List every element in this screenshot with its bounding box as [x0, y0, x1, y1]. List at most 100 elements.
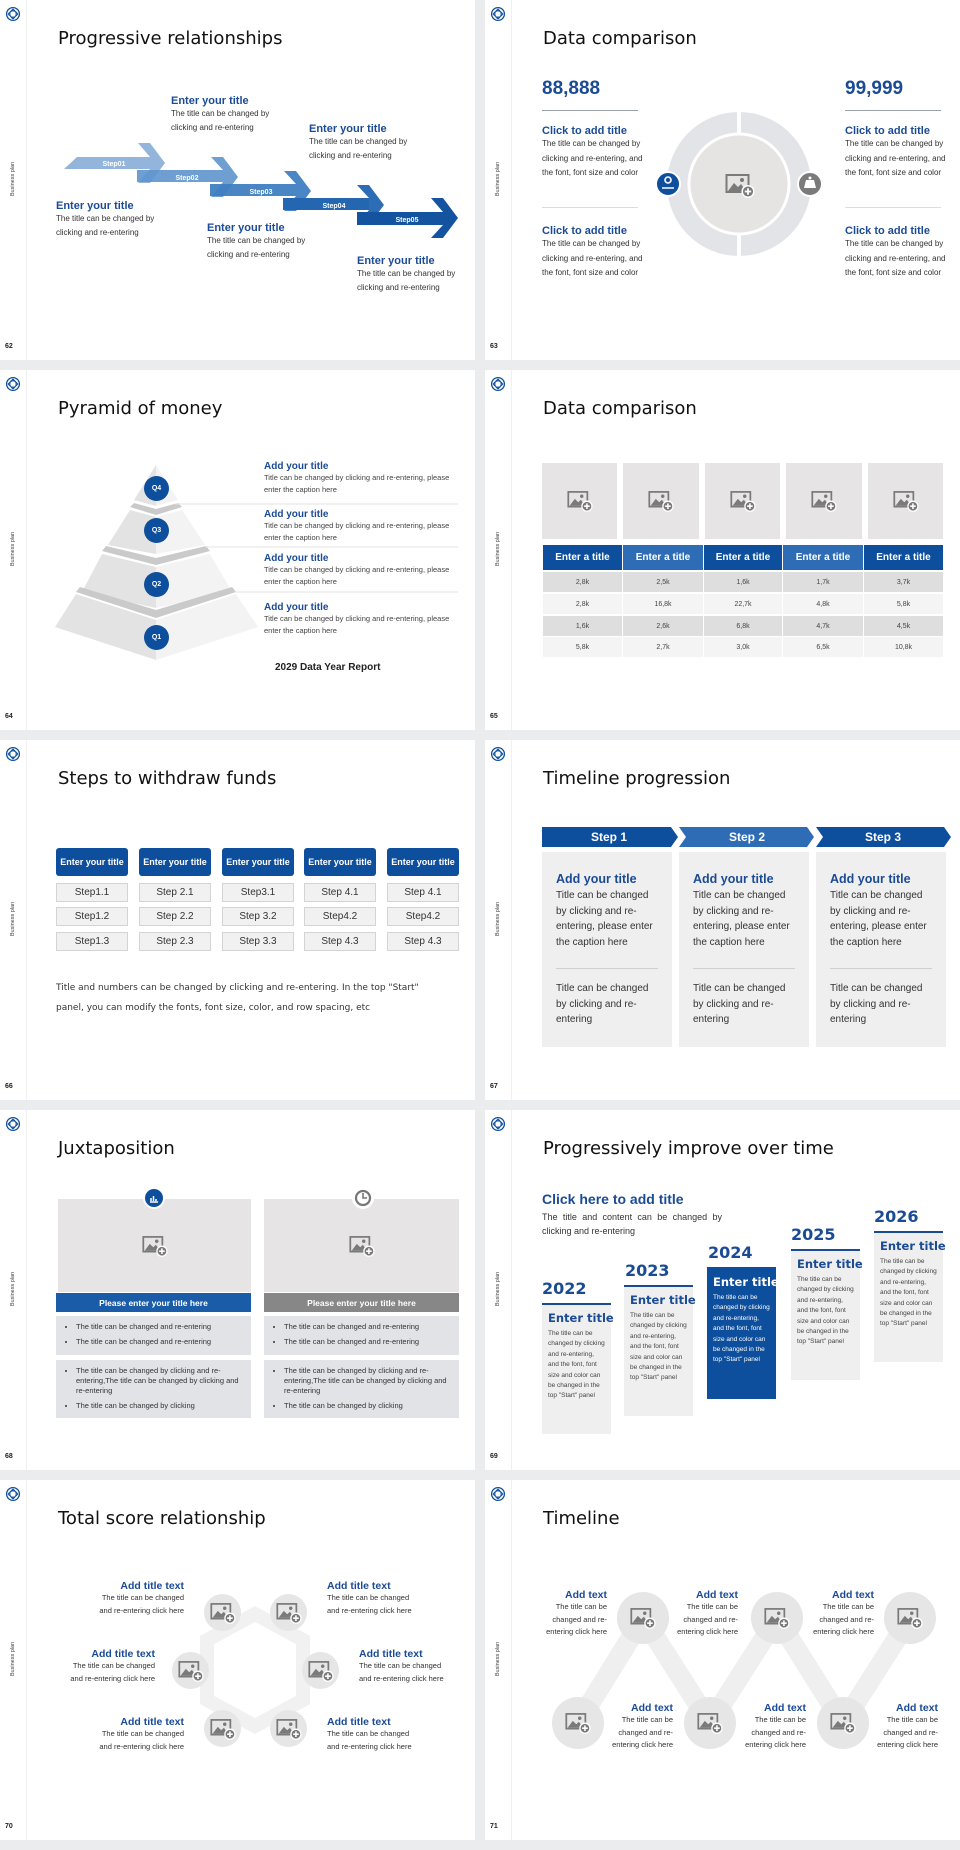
step-box[interactable]: Step3.1	[222, 883, 294, 902]
block-desc: Title can be changed by clicking and re-…	[264, 565, 450, 586]
slide-total-score-relationship[interactable]: Business plan 70 Total score relationshi…	[0, 1480, 475, 1840]
image-placeholder[interactable]	[204, 1594, 241, 1631]
card-title: Add your title	[556, 872, 637, 886]
image-placeholder-icon	[210, 1602, 236, 1624]
side-label: Business plan	[495, 161, 501, 197]
slide-timeline[interactable]: Business plan 71 Timeline Add text The ti…	[485, 1480, 960, 1840]
image-placeholder[interactable]	[705, 463, 780, 539]
column-header[interactable]: Enter your title	[56, 848, 128, 876]
image-placeholder-icon	[567, 490, 593, 512]
image-placeholder[interactable]	[786, 463, 862, 539]
slide-juxtaposition[interactable]: Business plan 68 Juxtaposition Please en…	[0, 1110, 475, 1470]
block-title: Add your title	[264, 509, 329, 520]
text-block[interactable]: Click to add title The title can be chang…	[845, 225, 955, 281]
slide-steps-to-withdraw-funds[interactable]: Business plan 66 Steps to withdraw funds…	[0, 740, 475, 1100]
step-box[interactable]: Step1.3	[56, 932, 128, 951]
text-block[interactable]: Add text The title can be changed and re-…	[537, 1589, 607, 1639]
text-block[interactable]: Add title text The title can be changed a…	[88, 1580, 184, 1617]
slide-title: Timeline progression	[543, 768, 731, 789]
image-placeholder[interactable]	[751, 1592, 803, 1644]
step-card[interactable]: Add your title Title can be changed by cl…	[542, 852, 672, 1047]
column-header[interactable]: Enter your title	[139, 848, 211, 876]
text-block[interactable]: Click to add title The title can be chang…	[542, 225, 652, 281]
step-box[interactable]: Step4.2	[387, 907, 459, 926]
text-block[interactable]: Add text The title can be changed and re-…	[668, 1589, 738, 1639]
step-box[interactable]: Step1.1	[56, 883, 128, 902]
text-block[interactable]: Add your title Title can be changed by cl…	[264, 461, 464, 495]
bullet-item: The title can be changed and re-entering	[76, 1322, 243, 1332]
year-card[interactable]: Enter title The title can be changed by c…	[542, 1303, 614, 1434]
step-box[interactable]: Step 4.3	[387, 932, 459, 951]
image-placeholder[interactable]	[617, 1592, 669, 1644]
year-card[interactable]: Enter title The title can be changed by c…	[624, 1285, 696, 1416]
text-block[interactable]: Click to add title The title can be chang…	[542, 125, 652, 181]
year-card[interactable]: Enter title The title can be changed by c…	[874, 1231, 946, 1362]
text-block[interactable]: Add your title Title can be changed by cl…	[264, 509, 464, 543]
step-box[interactable]: Step 2.1	[139, 883, 211, 902]
page-number: 67	[490, 1083, 498, 1090]
step-box[interactable]: Step 4.1	[304, 883, 376, 902]
text-block[interactable]: Enter your title The title can be changed…	[171, 95, 283, 135]
text-block[interactable]: Add title text The title can be changed a…	[59, 1648, 155, 1685]
slide-data-comparison-circle[interactable]: Business plan 63 Data comparison 88,888 …	[485, 0, 960, 360]
step-box[interactable]: Step 3.3	[222, 932, 294, 951]
block-title: Add title text	[120, 1716, 184, 1728]
image-placeholder[interactable]	[270, 1594, 307, 1631]
text-block[interactable]: Add text The title can be changed and re-…	[603, 1702, 673, 1752]
image-placeholder[interactable]	[172, 1652, 209, 1689]
step-arrow-1	[64, 143, 165, 183]
text-block[interactable]: Enter your title The title can be changed…	[309, 123, 421, 163]
image-placeholder[interactable]	[552, 1697, 604, 1749]
image-placeholder[interactable]	[868, 463, 943, 539]
text-block[interactable]: Enter your title The title can be changed…	[56, 200, 168, 240]
text-block[interactable]: Add text The title can be changed and re-…	[736, 1702, 806, 1752]
text-block[interactable]: Add title text The title can be changed a…	[88, 1716, 184, 1753]
pyramid-level-1	[55, 594, 258, 660]
block-desc: The title can be changed and re-entering…	[327, 1729, 412, 1751]
image-placeholder[interactable]	[884, 1592, 936, 1644]
image-placeholder[interactable]	[542, 463, 617, 539]
slide-timeline-progression[interactable]: Business plan 67 Timeline progression St…	[485, 740, 960, 1100]
year-card-highlighted[interactable]: Enter title The title can be changed by c…	[707, 1267, 779, 1399]
column-header[interactable]: Enter your title	[387, 848, 459, 876]
text-block[interactable]: Add title text The title can be changed a…	[327, 1580, 423, 1617]
text-block[interactable]: Add your title Title can be changed by cl…	[264, 553, 464, 587]
image-placeholder[interactable]	[623, 463, 699, 539]
image-placeholder[interactable]	[684, 1697, 736, 1749]
step-arrow-2	[137, 170, 223, 182]
panel-left: Please enter your title here The title c…	[56, 1199, 251, 1419]
image-placeholder[interactable]	[817, 1697, 869, 1749]
text-block[interactable]: Add your title Title can be changed by cl…	[264, 602, 464, 636]
step-box[interactable]: Step 4.3	[304, 932, 376, 951]
text-block[interactable]: Enter your title The title can be changed…	[207, 222, 319, 262]
year-card[interactable]: Enter title The title can be changed by c…	[791, 1249, 863, 1380]
image-placeholder[interactable]	[270, 1710, 307, 1747]
step-card[interactable]: Add your title Title can be changed by cl…	[816, 852, 946, 1047]
step-box[interactable]: Step 4.1	[387, 883, 459, 902]
step-box[interactable]: Step1.2	[56, 907, 128, 926]
text-block[interactable]: Enter your title The title can be changed…	[357, 255, 469, 295]
image-placeholder[interactable]	[264, 1199, 459, 1292]
slide-progressively-improve[interactable]: Business plan 69 Progressively improve o…	[485, 1110, 960, 1470]
text-block[interactable]: Add title text The title can be changed a…	[359, 1648, 455, 1685]
image-placeholder[interactable]	[204, 1710, 241, 1747]
step-box[interactable]: Step 2.2	[139, 907, 211, 926]
text-block[interactable]: Click to add title The title can be chang…	[845, 125, 955, 181]
text-block[interactable]: Add title text The title can be changed a…	[327, 1716, 423, 1753]
step-card[interactable]: Add your title Title can be changed by cl…	[679, 852, 809, 1047]
slide-sidebar: Business plan 68	[0, 1110, 27, 1470]
column-header[interactable]: Enter your title	[222, 848, 294, 876]
slide-data-comparison-table[interactable]: Business plan 65 Data comparison Enter a…	[485, 370, 960, 730]
text-block[interactable]: Add text The title can be changed and re-…	[868, 1702, 938, 1752]
table-cell: 5,8k	[543, 637, 622, 657]
image-placeholder[interactable]	[302, 1652, 339, 1689]
step-box[interactable]: Step4.2	[304, 907, 376, 926]
slide-pyramid-of-money[interactable]: Business plan 64 Pyramid of money Q4 Q3 …	[0, 370, 475, 730]
column-header[interactable]: Enter your title	[304, 848, 376, 876]
step-box[interactable]: Step 3.2	[222, 907, 294, 926]
image-placeholder[interactable]	[58, 1199, 251, 1292]
text-block[interactable]: Add text The title can be changed and re-…	[804, 1589, 874, 1639]
step-box[interactable]: Step 2.3	[139, 932, 211, 951]
slide-progressive-relationships[interactable]: Business plan 62 Progressive relationshi…	[0, 0, 475, 360]
bullet-box: The title can be changed by clicking and…	[264, 1360, 459, 1418]
